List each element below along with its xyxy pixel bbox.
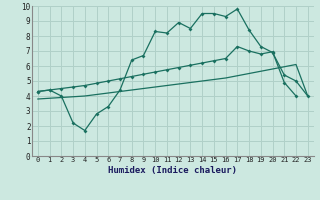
X-axis label: Humidex (Indice chaleur): Humidex (Indice chaleur) bbox=[108, 166, 237, 175]
